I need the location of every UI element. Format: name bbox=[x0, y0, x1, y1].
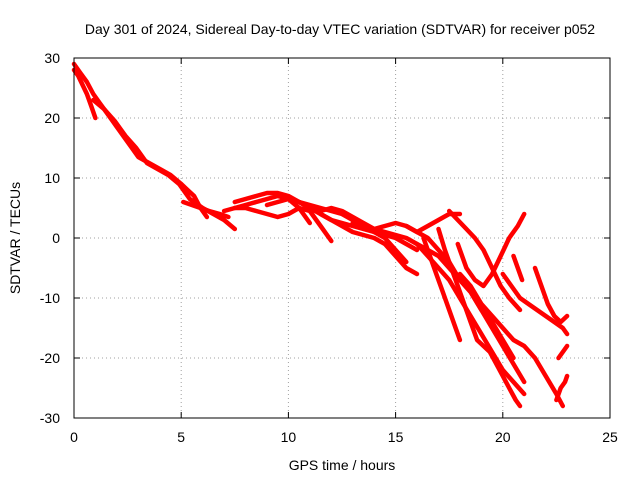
series-line bbox=[446, 208, 523, 313]
series-line bbox=[500, 271, 570, 337]
x-tick-labels: 0 5 10 15 20 25 bbox=[70, 429, 618, 445]
series-line bbox=[436, 226, 523, 409]
x-tick-label: 20 bbox=[495, 429, 511, 445]
series-line bbox=[296, 199, 463, 235]
x-axis-label: GPS time / hours bbox=[289, 457, 396, 473]
chart-title: Day 301 of 2024, Sidereal Day-to-day VTE… bbox=[85, 21, 595, 37]
x-tick-label: 0 bbox=[70, 429, 78, 445]
x-tick-label: 15 bbox=[388, 429, 404, 445]
y-tick-label: 0 bbox=[52, 230, 60, 246]
series-line bbox=[556, 343, 570, 361]
y-tick-label: 10 bbox=[44, 170, 60, 186]
x-tick-label: 25 bbox=[602, 429, 618, 445]
series-line bbox=[350, 220, 527, 385]
y-tick-label: -10 bbox=[40, 290, 60, 306]
series-line bbox=[71, 61, 193, 196]
y-tick-label: -30 bbox=[40, 410, 60, 426]
data-series bbox=[71, 61, 570, 409]
series-line bbox=[532, 265, 570, 325]
y-tick-label: -20 bbox=[40, 350, 60, 366]
series-line bbox=[318, 211, 420, 277]
y-tick-label: 30 bbox=[44, 50, 60, 66]
y-tick-labels: -30 -20 -10 0 10 20 30 bbox=[40, 50, 60, 426]
axis-ticks bbox=[73, 57, 611, 419]
x-tick-label: 10 bbox=[281, 429, 297, 445]
x-tick-label: 5 bbox=[177, 429, 185, 445]
series-line bbox=[91, 97, 238, 232]
series-line bbox=[421, 235, 463, 343]
series-line bbox=[221, 193, 313, 226]
series-line bbox=[71, 67, 98, 121]
series-line bbox=[181, 199, 231, 220]
series-line bbox=[511, 253, 525, 283]
y-axis-label: SDTVAR / TECUs bbox=[7, 182, 23, 294]
grid-lines bbox=[74, 58, 610, 418]
series-line bbox=[232, 205, 334, 244]
y-tick-label: 20 bbox=[44, 110, 60, 126]
series-line bbox=[554, 373, 570, 403]
series-line bbox=[457, 271, 566, 409]
series-line bbox=[455, 211, 527, 289]
series-line bbox=[264, 196, 409, 265]
